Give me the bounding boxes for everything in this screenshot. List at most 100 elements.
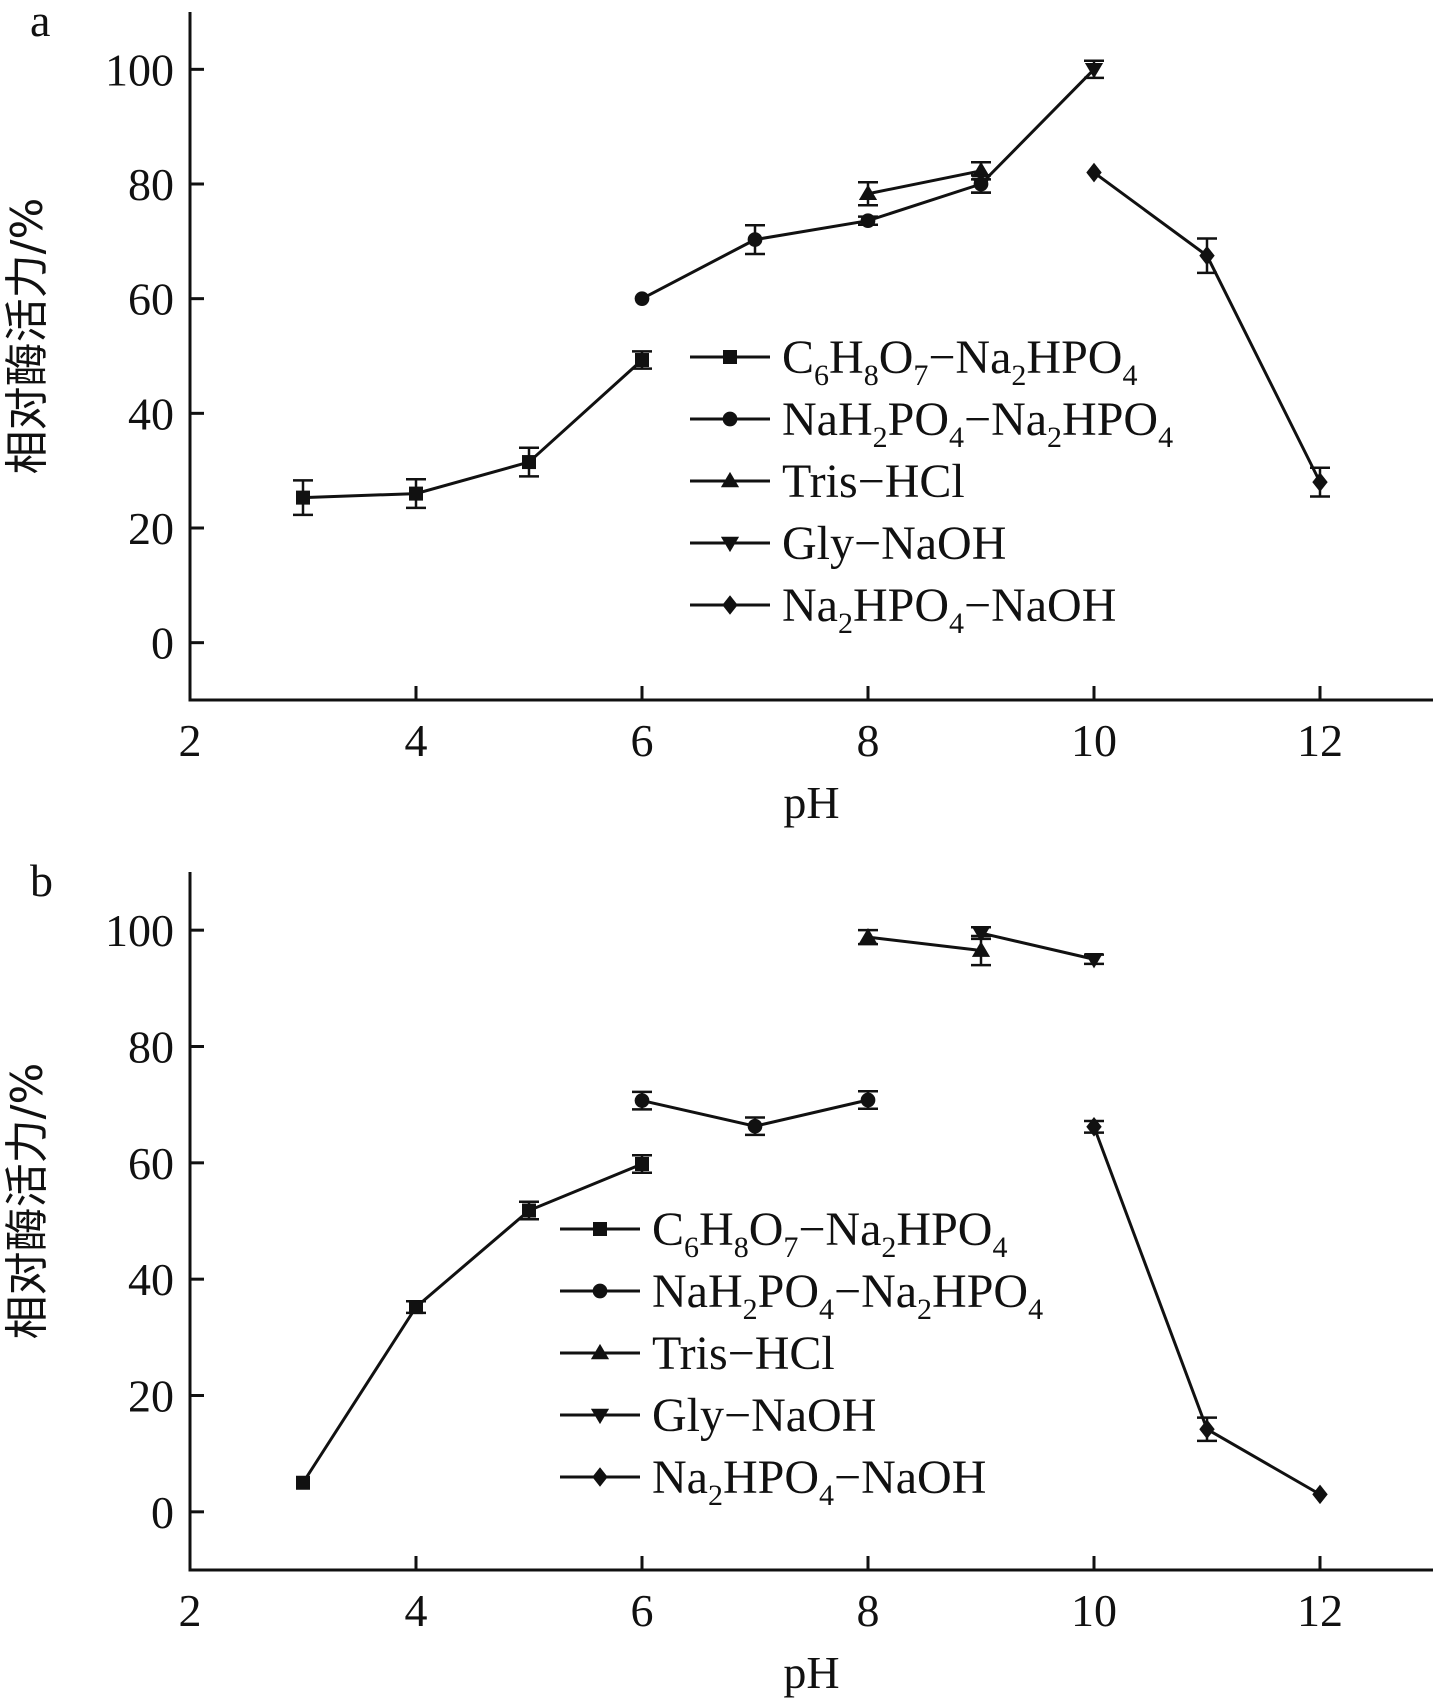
series-line [980,931,1095,961]
data-point [296,490,310,505]
chart-panel-b: 0 20 40 60 80 100 2 4 6 8 10 12 pH 相对酶活力/% b C6H8O7−Na2… [2,855,1433,1698]
legend-marker [720,471,740,488]
data-point [409,1300,423,1315]
legend-label: Tris−HCl [652,1327,835,1380]
y-tick-label: 60 [128,1138,174,1189]
legend-marker [722,411,738,427]
series-line [867,935,982,953]
data-point [971,161,991,178]
legend-label: Gly−NaOH [652,1389,876,1442]
data-point [634,291,650,307]
data-point [1084,63,1104,79]
legend-label: C6H8O7−Na2HPO4 [652,1203,1007,1264]
series-diamond [1084,1116,1328,1505]
legend-label: Tris−HCl [782,455,965,508]
series-line [301,1162,643,1484]
series-diamond [1086,162,1330,498]
data-point [1199,245,1215,266]
data-point [747,1118,763,1134]
y-axis-title: 相对酶活力/% [2,1063,53,1340]
legend-marker [723,350,737,364]
chart-panel-a: 0 20 40 60 80 100 2 4 6 8 10 12 pH 相对酶活力/% a C6H8O7−Na2… [2,0,1433,828]
legend-marker [592,1467,608,1487]
legend-label: NaH2PO4−Na2HPO4 [782,393,1173,454]
y-tick-label: 0 [151,618,174,669]
data-point [635,1156,649,1171]
legend-marker [592,1283,608,1299]
x-tick-label: 10 [1071,1585,1117,1636]
legend-label: Gly−NaOH [782,517,1006,570]
legend-marker [590,1343,610,1360]
y-tick-label: 100 [105,905,174,956]
x-tick-label: 12 [1297,715,1343,766]
legend-label: NaH2PO4−Na2HPO4 [652,1265,1043,1326]
y-tick-label: 80 [128,159,174,210]
series-line [867,169,982,196]
y-tick-label: 0 [151,1487,174,1538]
y-tick-label: 40 [128,1254,174,1305]
y-tick-label: 80 [128,1022,174,1073]
series-line [979,68,1096,186]
x-tick-label: 4 [405,715,428,766]
y-tick-label: 20 [128,1371,174,1422]
legend-label: Na2HPO4−NaOH [652,1451,986,1512]
data-point [296,1475,310,1490]
series-square [293,350,652,517]
data-point [860,213,876,229]
data-point [1086,1116,1102,1137]
series-triangle-down [971,926,1104,969]
x-tick-label: 8 [857,1585,880,1636]
legend-marker [720,536,740,553]
legend-label: Na2HPO4−NaOH [782,579,1116,640]
x-tick-label: 6 [631,1585,654,1636]
data-point [1199,1419,1215,1440]
y-tick-label: 60 [128,274,174,325]
x-tick-label: 2 [179,715,202,766]
panel-label: a [30,0,50,46]
data-point [634,1093,650,1108]
legend-marker [590,1408,610,1425]
legend-label: C6H8O7−Na2HPO4 [782,331,1137,392]
data-point [858,184,878,201]
data-point [1312,472,1328,492]
data-point [522,455,536,470]
x-axis-title: pH [783,1647,839,1698]
series-triangle-up [858,928,991,967]
y-axis-title: 相对酶活力/% [2,198,53,475]
data-point [522,1203,536,1218]
data-point [971,926,991,943]
data-point [1312,1484,1328,1505]
data-point [971,177,991,194]
x-tick-label: 2 [179,1585,202,1636]
data-point [858,928,878,944]
panel-label: b [30,855,53,906]
series-line [302,358,644,500]
data-point [860,1092,876,1108]
data-point [1086,162,1102,183]
x-axis-title: pH [783,777,839,828]
x-tick-label: 4 [405,1585,428,1636]
series-triangle-up [858,160,991,207]
series-square [296,1154,652,1490]
y-tick-label: 100 [105,44,174,95]
data-point [1084,952,1104,969]
x-tick-label: 12 [1297,1585,1343,1636]
legend-marker [722,595,738,615]
data-point [409,486,423,501]
y-tick-label: 20 [128,503,174,554]
data-point [635,353,649,368]
x-tick-label: 6 [631,715,654,766]
data-point [747,232,763,247]
data-point [971,941,991,957]
series-triangle-down [971,59,1104,194]
series-circle [634,174,991,307]
series-line [641,182,982,300]
legend-marker [593,1222,607,1236]
series-circle [632,1090,878,1137]
x-tick-label: 8 [857,715,880,766]
x-tick-label: 10 [1071,715,1117,766]
y-tick-label: 40 [128,388,174,439]
